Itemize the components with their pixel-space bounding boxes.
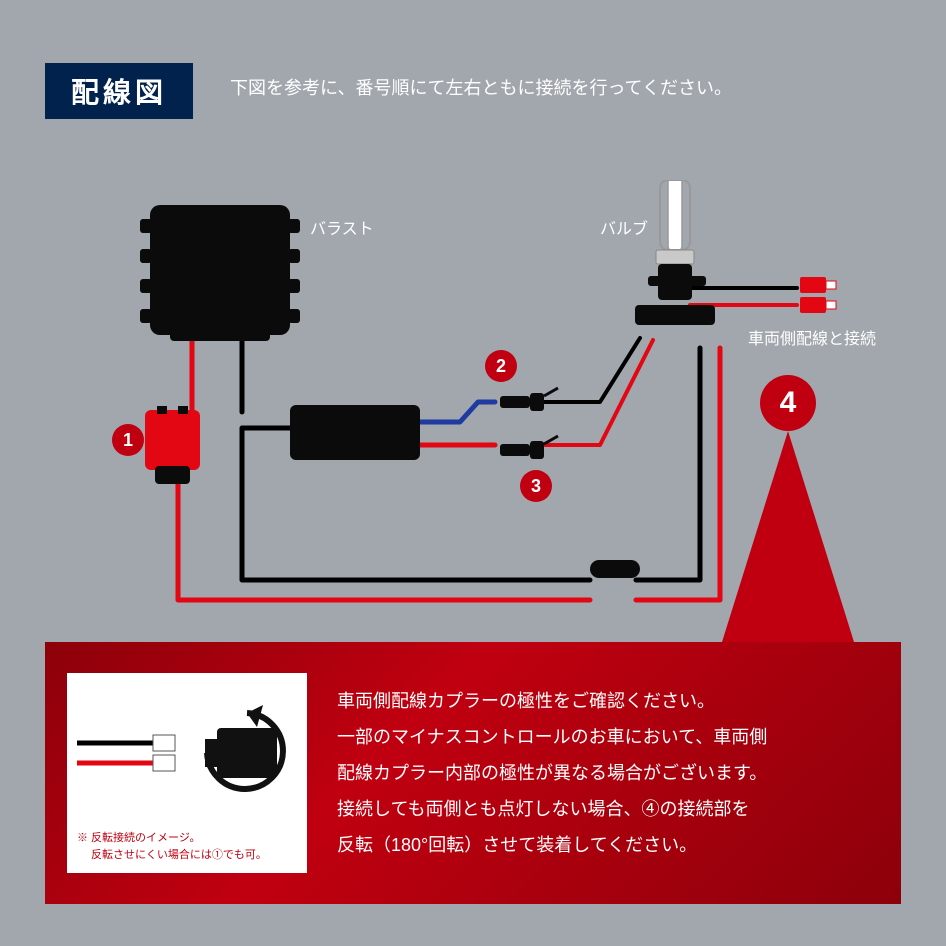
note-line-2: 一部のマイナスコントロールのお車において、車両側 xyxy=(337,727,767,747)
wiring-diagram: バラスト バルブ 車両側配線と接続 1 2 3 4 xyxy=(0,180,946,660)
note-caption-2: 反転させにくい場合には①でも可。 xyxy=(77,849,267,861)
label-bulb: バルブ xyxy=(600,215,648,239)
note-caption: ※ 反転接続のイメージ。 反転させにくい場合には①でも可。 xyxy=(77,830,267,863)
note-line-1: 車両側配線カプラーの極性をご確認ください。 xyxy=(337,691,715,711)
note-caption-1: ※ 反転接続のイメージ。 xyxy=(77,832,201,844)
title-text: 配線図 xyxy=(71,77,167,108)
label-vehicle-side: 車両側配線と接続 xyxy=(748,325,876,349)
note-line-5: 反転（180°回転）させて装着してください。 xyxy=(337,835,697,855)
title-box: 配線図 xyxy=(45,63,193,119)
note-panel: ※ 反転接続のイメージ。 反転させにくい場合には①でも可。 車両側配線カプラーの… xyxy=(45,642,901,904)
note-line-3: 配線カプラー内部の極性が異なる場合がございます。 xyxy=(337,763,767,783)
label-ballast: バラスト xyxy=(310,215,374,239)
step-badge-1: 1 xyxy=(112,424,144,456)
step-badge-3: 3 xyxy=(520,470,552,502)
step-badge-2: 2 xyxy=(485,350,517,382)
note-text: 車両側配線カプラーの極性をご確認ください。 一部のマイナスコントロールのお車にお… xyxy=(337,683,767,863)
note-line-4: 接続しても両側とも点灯しない場合、④の接続部を xyxy=(337,799,750,819)
note-illustration: ※ 反転接続のイメージ。 反転させにくい場合には①でも可。 xyxy=(67,673,307,873)
step-badge-4: 4 xyxy=(760,375,816,431)
subtitle: 下図を参考に、番号順にて左右ともに接続を行ってください。 xyxy=(230,74,732,100)
